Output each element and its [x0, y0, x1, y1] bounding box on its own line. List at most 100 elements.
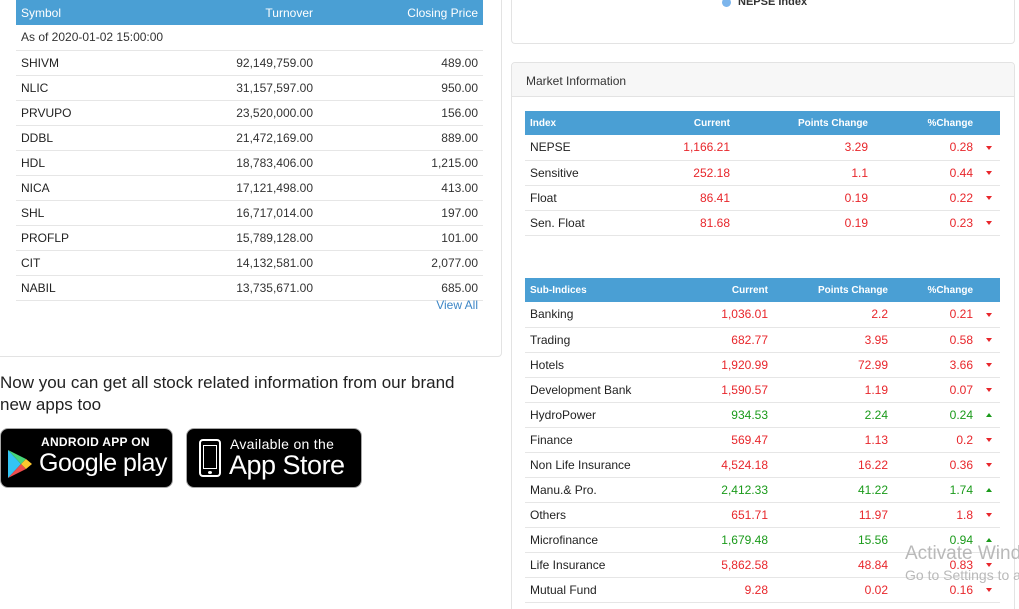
symbol-cell[interactable]: DDBL	[16, 125, 116, 151]
app-store-badge[interactable]: Available on the App Store	[186, 428, 362, 488]
symbol-cell[interactable]: SHIVM	[16, 50, 116, 76]
header-closing-price[interactable]: Closing Price	[318, 0, 483, 25]
points-change-cell: 2.2	[773, 302, 893, 328]
table-row: Microfinance 1,679.48 15.56 0.94	[525, 527, 1000, 553]
arrow-down-icon	[986, 221, 992, 226]
index-name-cell: Float	[525, 185, 645, 211]
arrow-down-icon	[986, 146, 992, 151]
table-row[interactable]: SHIVM 92,149,759.00 489.00	[16, 50, 483, 76]
points-change-cell: 3.29	[735, 135, 873, 161]
table-row[interactable]: NABIL 13,735,671.00 685.00	[16, 275, 483, 301]
symbol-cell[interactable]: NABIL	[16, 275, 116, 301]
apple-badge-small-text: Available on the	[230, 436, 335, 452]
trend-cell	[978, 477, 1000, 503]
closing-price-cell: 685.00	[318, 275, 483, 301]
trend-cell	[978, 302, 1000, 328]
google-play-badge[interactable]: ANDROID APP ON Google play	[0, 428, 173, 488]
points-change-cell: 15.56	[773, 527, 893, 553]
arrow-down-icon	[986, 171, 992, 176]
current-cell: 86.41	[645, 185, 735, 211]
turnover-cell: 13,735,671.00	[116, 275, 318, 301]
table-row: NEPSE 1,166.21 3.29 0.28	[525, 135, 1000, 161]
points-change-cell: 1.13	[773, 427, 893, 453]
table-row: Others 651.71 11.97 1.8	[525, 502, 1000, 528]
turnover-cell: 16,717,014.00	[116, 200, 318, 226]
index-name-cell: HydroPower	[525, 402, 675, 428]
current-cell: 9.28	[675, 577, 773, 603]
table-header-row: Symbol Turnover Closing Price	[16, 0, 483, 25]
index-name-cell: Others	[525, 502, 675, 528]
index-name-cell: Sensitive	[525, 160, 645, 186]
as-of-row: As of 2020-01-02 15:00:00	[16, 25, 483, 51]
header-pct-change: %Change	[873, 111, 978, 135]
table-row: Sen. Float 81.68 0.19 0.23	[525, 210, 1000, 236]
table-row[interactable]: NICA 17,121,498.00 413.00	[16, 175, 483, 201]
index-name-cell: Life Insurance	[525, 552, 675, 578]
header-arrow	[978, 278, 1000, 302]
current-cell: 934.53	[675, 402, 773, 428]
header-turnover[interactable]: Turnover	[116, 0, 318, 25]
google-badge-small-text: ANDROID APP ON	[41, 435, 150, 449]
points-change-cell: 72.99	[773, 352, 893, 378]
trend-cell	[978, 210, 1000, 236]
index-header-row: Index Current Points Change %Change	[525, 111, 1000, 135]
header-sub-indices: Sub-Indices	[525, 278, 675, 302]
apple-badge-big-text: App Store	[229, 450, 345, 480]
table-row: Manu.& Pro. 2,412.33 41.22 1.74	[525, 477, 1000, 503]
view-all-link[interactable]: View All	[436, 298, 478, 312]
pct-change-cell: 0.24	[893, 402, 978, 428]
table-row[interactable]: DDBL 21,472,169.00 889.00	[16, 125, 483, 151]
table-row[interactable]: PRVUPO 23,520,000.00 156.00	[16, 100, 483, 126]
symbol-cell[interactable]: SHL	[16, 200, 116, 226]
pct-change-cell: 0.16	[893, 577, 978, 603]
arrow-down-icon	[986, 338, 992, 343]
symbol-cell[interactable]: NICA	[16, 175, 116, 201]
turnover-cell: 14,132,581.00	[116, 250, 318, 276]
symbol-cell[interactable]: PROFLP	[16, 225, 116, 251]
symbol-cell[interactable]: PRVUPO	[16, 100, 116, 126]
header-arrow	[978, 111, 1000, 135]
index-name-cell: Mutual Fund	[525, 577, 675, 603]
top-turnover-panel: Symbol Turnover Closing Price As of 2020…	[0, 0, 502, 357]
closing-price-cell: 489.00	[318, 50, 483, 76]
index-table: Index Current Points Change %Change NEPS…	[525, 111, 1000, 236]
pct-change-cell: 3.66	[893, 352, 978, 378]
current-cell: 252.18	[645, 160, 735, 186]
points-change-cell: 1.1	[735, 160, 873, 186]
table-row[interactable]: NLIC 31,157,597.00 950.00	[16, 75, 483, 101]
table-row[interactable]: CIT 14,132,581.00 2,077.00	[16, 250, 483, 276]
points-change-cell: 0.19	[735, 185, 873, 211]
table-row[interactable]: HDL 18,783,406.00 1,215.00	[16, 150, 483, 176]
current-cell: 2,412.33	[675, 477, 773, 503]
header-points-change: Points Change	[735, 111, 873, 135]
index-name-cell: Hotels	[525, 352, 675, 378]
trend-cell	[978, 552, 1000, 578]
symbol-cell[interactable]: CIT	[16, 250, 116, 276]
turnover-cell: 17,121,498.00	[116, 175, 318, 201]
symbol-cell[interactable]: HDL	[16, 150, 116, 176]
chart-legend[interactable]: NEPSE Index	[722, 0, 807, 8]
table-row: Hotels 1,920.99 72.99 3.66	[525, 352, 1000, 378]
trend-cell	[978, 577, 1000, 603]
trend-cell	[978, 352, 1000, 378]
points-change-cell: 2.24	[773, 402, 893, 428]
symbol-cell[interactable]: NLIC	[16, 75, 116, 101]
trend-cell	[978, 327, 1000, 353]
table-row: Float 86.41 0.19 0.22	[525, 185, 1000, 211]
table-row[interactable]: SHL 16,717,014.00 197.00	[16, 200, 483, 226]
trend-cell	[978, 135, 1000, 161]
table-row[interactable]: PROFLP 15,789,128.00 101.00	[16, 225, 483, 251]
google-play-icon	[8, 450, 32, 478]
closing-price-cell: 1,215.00	[318, 150, 483, 176]
trend-cell	[978, 377, 1000, 403]
index-name-cell: Sen. Float	[525, 210, 645, 236]
index-name-cell: Microfinance	[525, 527, 675, 553]
pct-change-cell: 0.28	[873, 135, 978, 161]
index-name-cell: Finance	[525, 427, 675, 453]
closing-price-cell: 950.00	[318, 75, 483, 101]
pct-change-cell: 0.23	[873, 210, 978, 236]
header-pct-change: %Change	[893, 278, 978, 302]
header-points-change: Points Change	[773, 278, 893, 302]
header-symbol[interactable]: Symbol	[16, 0, 116, 25]
activation-watermark-title: Activate Windows	[905, 543, 1019, 564]
